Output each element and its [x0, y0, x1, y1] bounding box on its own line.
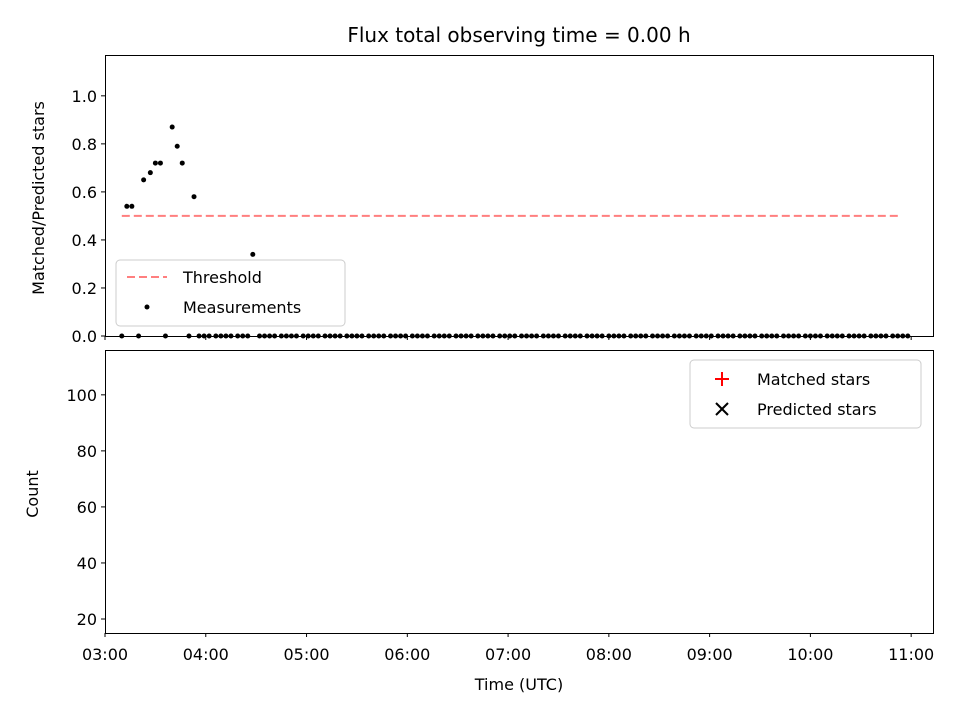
- measurement-point: [152, 160, 158, 166]
- top-panel: 0.0 0.2 0.4 0.6 0.8 1.0 Matched/Predicted sta…: [29, 55, 934, 346]
- predicted-legend-label: Predicted stars: [757, 400, 877, 419]
- x-tick-label: 07:00: [485, 645, 531, 664]
- measurement-point: [129, 203, 135, 209]
- measurement-point: [191, 194, 197, 200]
- top-y-tick-label: 1.0: [72, 87, 97, 106]
- bottom-legend: Matched stars Predicted stars: [689, 359, 922, 429]
- x-tick-label: 10:00: [787, 645, 833, 664]
- top-legend: Threshold Measurements: [115, 259, 346, 327]
- measurement-point: [124, 203, 130, 209]
- bottom-y-tick-label: 80: [77, 442, 97, 461]
- top-y-tick-label: 0.8: [72, 135, 97, 154]
- x-tick-label: 11:00: [888, 645, 934, 664]
- matched-legend-label: Matched stars: [757, 370, 870, 389]
- bottom-panel: 20 40 60 80 100 Count 03:00 04:00 05:00 06:00 07…: [23, 350, 934, 694]
- bottom-y-axis-label: Count: [23, 470, 42, 518]
- measurements-legend-label: Measurements: [183, 298, 301, 317]
- chart-title: Flux total observing time = 0.00 h: [347, 23, 690, 47]
- bottom-legend-box: [689, 359, 922, 429]
- measurement-point: [147, 170, 153, 176]
- bottom-y-tick-label: 100: [66, 386, 97, 405]
- bottom-y-tick-label: 40: [77, 554, 97, 573]
- x-tick-label: 03:00: [82, 645, 128, 664]
- bottom-y-ticks: 20 40 60 80 100: [66, 386, 105, 629]
- top-y-tick-label: 0.6: [72, 183, 97, 202]
- top-plot-frame: [105, 55, 934, 337]
- x-tick-label: 09:00: [687, 645, 733, 664]
- measurement-point: [179, 160, 185, 166]
- x-tick-label: 08:00: [586, 645, 632, 664]
- top-y-tick-label: 0.2: [72, 279, 97, 298]
- top-y-tick-label: 0.4: [72, 231, 97, 250]
- measurement-point: [157, 160, 163, 166]
- x-tick-label: 05:00: [283, 645, 329, 664]
- top-y-ticks: 0.0 0.2 0.4 0.6 0.8 1.0: [72, 87, 912, 346]
- top-y-tick-label: 0.0: [72, 327, 97, 346]
- bottom-y-tick-label: 20: [77, 610, 97, 629]
- bottom-plot-frame: [105, 350, 934, 634]
- x-tick-label: 04:00: [183, 645, 229, 664]
- predicted-legend-marker: [715, 402, 729, 416]
- measurements-legend-marker: [144, 304, 150, 310]
- measurement-point: [174, 143, 180, 149]
- measurement-point: [169, 124, 175, 130]
- bottom-y-tick-label: 60: [77, 498, 97, 517]
- top-y-axis-label: Matched/Predicted stars: [29, 101, 48, 295]
- matched-legend-marker: [715, 372, 729, 386]
- threshold-legend-label: Threshold: [182, 268, 262, 287]
- x-axis-ticks: 03:00 04:00 05:00 06:00 07:00 08:00 09:00 10:00…: [82, 633, 934, 664]
- x-tick-label: 06:00: [384, 645, 430, 664]
- measurement-point: [250, 251, 256, 257]
- top-legend-box: [115, 259, 346, 327]
- x-axis-label: Time (UTC): [474, 675, 563, 694]
- measurement-point: [141, 177, 147, 183]
